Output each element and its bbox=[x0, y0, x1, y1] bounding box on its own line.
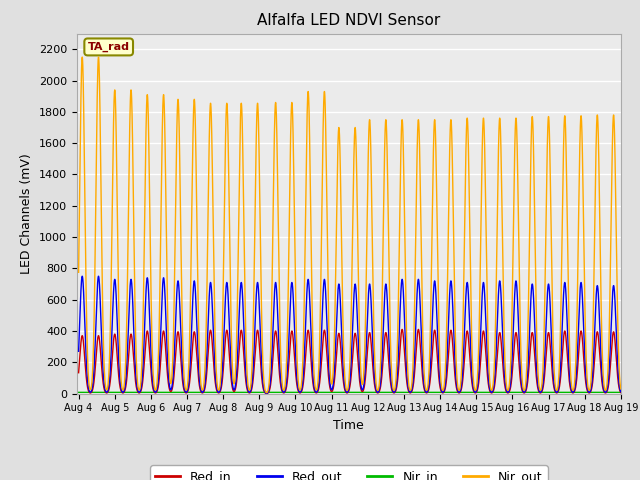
Y-axis label: LED Channels (mV): LED Channels (mV) bbox=[20, 153, 33, 274]
Title: Alfalfa LED NDVI Sensor: Alfalfa LED NDVI Sensor bbox=[257, 13, 440, 28]
X-axis label: Time: Time bbox=[333, 419, 364, 432]
Legend: Red_in, Red_out, Nir_in, Nir_out: Red_in, Red_out, Nir_in, Nir_out bbox=[150, 465, 548, 480]
Text: TA_rad: TA_rad bbox=[88, 42, 130, 52]
